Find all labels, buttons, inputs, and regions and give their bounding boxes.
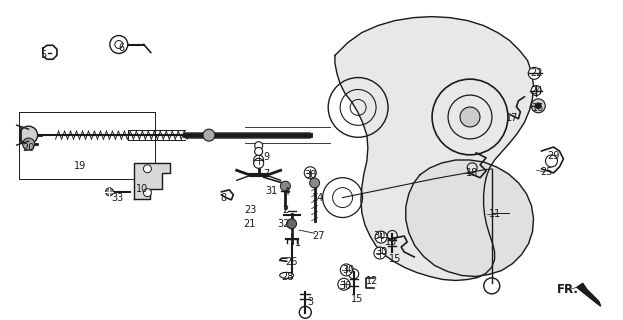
- Text: 32: 32: [277, 219, 290, 229]
- Text: 30: 30: [304, 170, 316, 180]
- Text: 33: 33: [112, 193, 124, 203]
- Circle shape: [287, 219, 297, 229]
- Circle shape: [254, 155, 264, 165]
- Circle shape: [280, 181, 290, 191]
- Circle shape: [374, 247, 386, 259]
- Circle shape: [143, 189, 151, 197]
- Text: 14: 14: [312, 193, 324, 203]
- Circle shape: [531, 85, 541, 96]
- Text: 31: 31: [265, 186, 277, 196]
- Text: 30: 30: [374, 231, 386, 242]
- Polygon shape: [335, 17, 533, 280]
- Circle shape: [340, 264, 352, 276]
- Text: 30: 30: [340, 281, 352, 291]
- Circle shape: [105, 188, 113, 196]
- Text: 30: 30: [343, 265, 355, 275]
- Text: 28: 28: [282, 272, 294, 282]
- Text: 12: 12: [366, 276, 379, 286]
- Circle shape: [203, 129, 215, 141]
- Text: 3: 3: [307, 297, 313, 307]
- Text: 19: 19: [74, 161, 87, 171]
- Text: 23: 23: [244, 205, 257, 215]
- Text: 27: 27: [313, 231, 325, 242]
- Text: 17: 17: [505, 113, 518, 123]
- Circle shape: [255, 142, 263, 150]
- Circle shape: [20, 126, 37, 144]
- Circle shape: [254, 158, 264, 168]
- Circle shape: [460, 107, 480, 127]
- Text: 10: 10: [136, 184, 148, 194]
- Text: 7: 7: [264, 169, 270, 179]
- Text: 9: 9: [264, 152, 270, 163]
- Text: 22: 22: [530, 68, 543, 78]
- Circle shape: [255, 148, 263, 156]
- Text: 20: 20: [22, 143, 35, 153]
- Text: 18: 18: [466, 168, 478, 178]
- Circle shape: [338, 278, 350, 290]
- Text: 13: 13: [385, 237, 397, 247]
- Text: 26: 26: [285, 257, 298, 267]
- Text: 11: 11: [489, 209, 501, 219]
- Text: 15: 15: [351, 293, 363, 304]
- Text: 21: 21: [243, 219, 255, 229]
- Text: 30: 30: [375, 247, 388, 257]
- Text: 25: 25: [540, 167, 553, 177]
- Polygon shape: [406, 160, 533, 276]
- Text: 15: 15: [389, 254, 402, 264]
- Text: 8: 8: [220, 193, 226, 203]
- Circle shape: [304, 167, 316, 179]
- Text: 1: 1: [295, 238, 301, 248]
- Circle shape: [143, 165, 151, 173]
- Circle shape: [528, 68, 540, 79]
- Text: 29: 29: [548, 151, 560, 161]
- Text: 5: 5: [40, 50, 46, 60]
- Circle shape: [22, 138, 35, 150]
- Circle shape: [375, 231, 387, 243]
- Text: 4: 4: [283, 187, 290, 197]
- Text: FR.: FR.: [556, 284, 579, 297]
- Circle shape: [531, 99, 545, 113]
- Text: 6: 6: [119, 43, 125, 53]
- Text: 24: 24: [530, 85, 543, 96]
- Polygon shape: [577, 283, 601, 306]
- Circle shape: [310, 178, 320, 188]
- Text: 2: 2: [282, 205, 288, 215]
- Circle shape: [535, 103, 541, 109]
- Ellipse shape: [280, 272, 293, 278]
- Text: 16: 16: [532, 103, 545, 113]
- Polygon shape: [135, 163, 170, 199]
